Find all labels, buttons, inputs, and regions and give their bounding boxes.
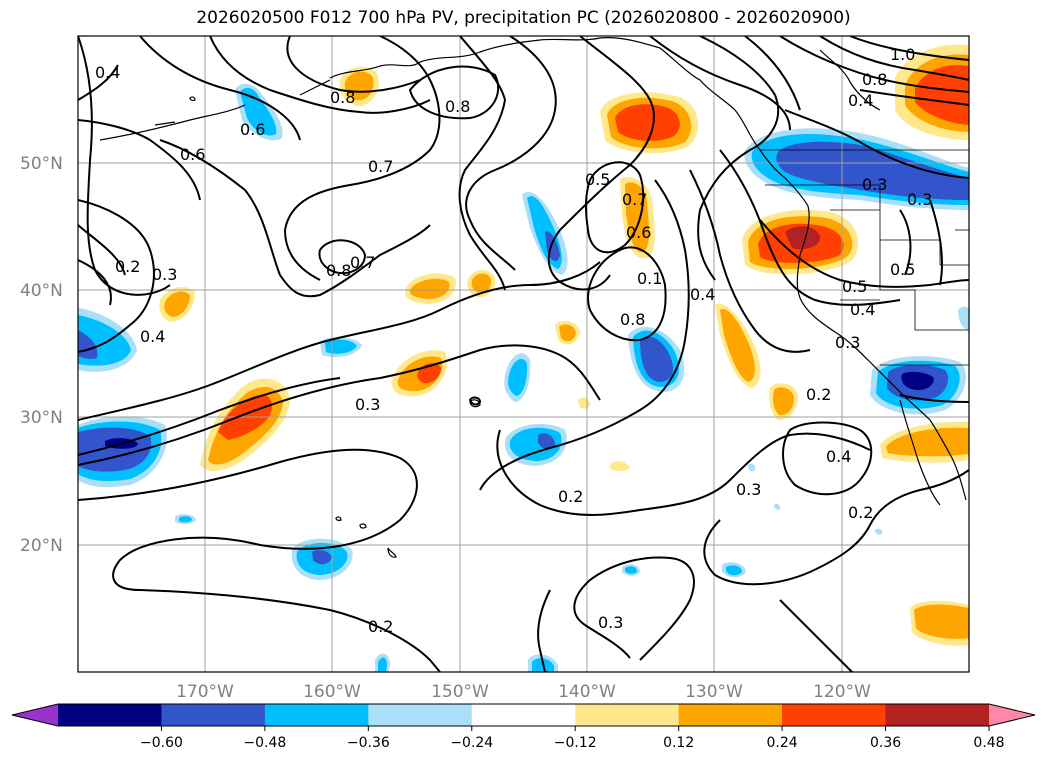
precip-negative-fills <box>78 83 969 672</box>
contour-label: 0.8 <box>862 70 887 89</box>
lon-label: 130°W <box>685 682 743 702</box>
contour-label: 0.7 <box>622 190 647 209</box>
contour-label: 0.3 <box>835 333 860 352</box>
contour-label: 0.7 <box>350 253 375 272</box>
colorbar-tick-label: −0.24 <box>450 735 493 751</box>
contour-label: 0.3 <box>907 190 932 209</box>
contour-labels: 0.4 0.6 0.8 0.8 0.6 0.7 0.5 0.7 0.6 1.0 … <box>95 45 932 636</box>
contour-label: 0.3 <box>598 613 623 632</box>
contour-label: 0.6 <box>240 120 265 139</box>
lat-label: 20°N <box>20 536 63 556</box>
contour-label: 0.4 <box>826 447 851 466</box>
colorbar-tick-label: −0.12 <box>554 735 597 751</box>
contour-label: 0.2 <box>368 617 393 636</box>
contour-label: 0.8 <box>620 310 645 329</box>
contour-label: 0.6 <box>180 145 205 164</box>
colorbar-segment <box>885 704 990 726</box>
contour-label: 0.8 <box>330 88 355 107</box>
contour-label: 0.3 <box>152 265 177 284</box>
contour-label: 0.5 <box>842 277 867 296</box>
lon-label: 140°W <box>558 682 616 702</box>
contour-label: 0.4 <box>848 91 873 110</box>
colorbar-outline <box>11 703 1036 727</box>
colorbar-segment <box>782 704 887 726</box>
colorbar-segment <box>368 704 473 726</box>
colorbar-tick-label: 0.12 <box>663 735 694 751</box>
colorbar-tick-label: 0.24 <box>767 735 798 751</box>
contour-label: 0.3 <box>736 480 761 499</box>
lat-label: 40°N <box>20 281 63 301</box>
contour-label: 0.4 <box>850 300 875 319</box>
contour-label: 0.6 <box>626 223 651 242</box>
colorbar: −0.60 −0.48 −0.36 −0.24 −0.12 0.12 0.24 0.36 0.4… <box>11 703 1036 751</box>
colorbar-segment <box>575 704 680 726</box>
contour-label: 0.2 <box>115 257 140 276</box>
contour-label: 0.2 <box>848 503 873 522</box>
colorbar-extend-max <box>989 704 1035 726</box>
colorbar-tick-label: 0.48 <box>973 735 1004 751</box>
contour-label: 0.7 <box>368 157 393 176</box>
colorbar-segment <box>264 704 369 726</box>
map-title: 2026020500 F012 700 hPa PV, precipitatio… <box>196 8 851 28</box>
contour-label: 0.2 <box>806 385 831 404</box>
contour-label: 0.3 <box>355 395 380 414</box>
contour-label: 0.2 <box>558 487 583 506</box>
coastlines <box>99 37 967 558</box>
colorbar-segment <box>58 704 162 726</box>
colorbar-tick-label: −0.48 <box>243 735 286 751</box>
colorbar-segment <box>678 704 783 726</box>
lon-label: 160°W <box>303 682 361 702</box>
graticule <box>78 36 969 672</box>
contour-label: 0.3 <box>862 175 887 194</box>
contour-label: 0.5 <box>585 170 610 189</box>
contour-label: 0.8 <box>326 261 351 280</box>
lat-label: 30°N <box>20 408 63 428</box>
colorbar-tick-label: 0.36 <box>870 735 901 751</box>
contour-label: 0.1 <box>637 269 662 288</box>
contour-label: 0.4 <box>140 327 165 346</box>
contour-label: 0.5 <box>890 260 915 279</box>
colorbar-tick-label: −0.36 <box>347 735 390 751</box>
lon-label: 120°W <box>813 682 871 702</box>
contour-label: 0.4 <box>95 63 120 82</box>
colorbar-tick-label: −0.60 <box>140 735 183 751</box>
lon-label: 150°W <box>431 682 489 702</box>
contour-label: 1.0 <box>890 45 915 64</box>
longitude-labels: 170°W 160°W 150°W 140°W 130°W 120°W <box>176 682 871 702</box>
lon-label: 170°W <box>176 682 234 702</box>
colorbar-extend-min <box>12 704 58 726</box>
pv-contours <box>78 36 969 672</box>
colorbar-segment <box>161 704 266 726</box>
contour-label: 0.8 <box>445 97 470 116</box>
latitude-labels: 50°N 40°N 30°N 20°N <box>20 154 63 556</box>
map-frame <box>77 35 970 673</box>
colorbar-segment <box>471 704 576 726</box>
lat-label: 50°N <box>20 154 63 174</box>
contour-label: 0.4 <box>690 285 715 304</box>
